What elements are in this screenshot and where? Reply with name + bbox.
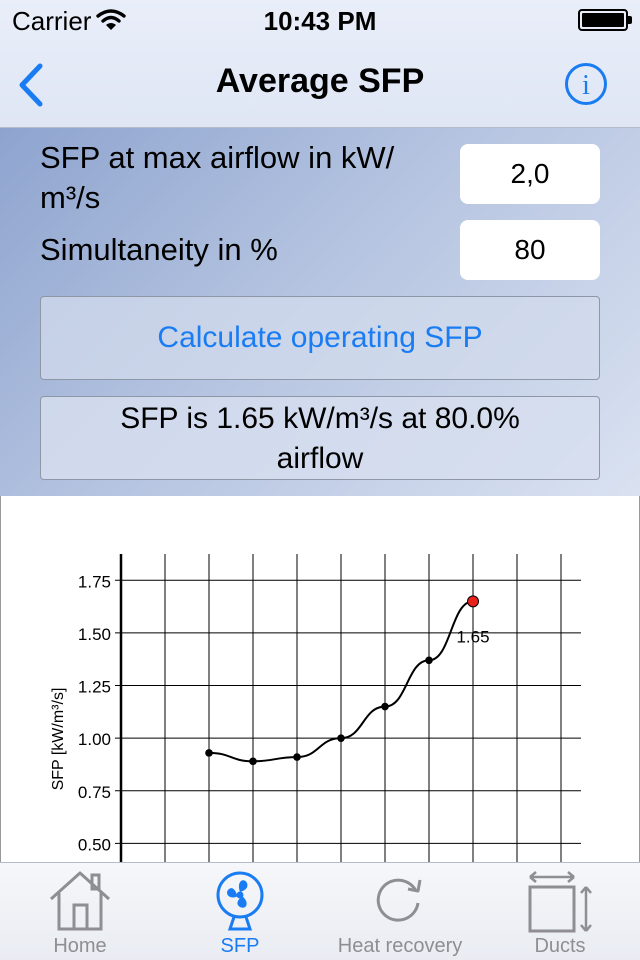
info-circle-icon: i [565,63,607,105]
result-line-2: airflow [276,442,364,475]
tab-home-label: Home [53,935,107,957]
tab-ducts[interactable]: Ducts [480,863,640,960]
chevron-left-icon [19,63,43,107]
result-line-1: SFP is 1.65 kW/m³/s at 80.0% [120,402,520,435]
fan-icon [216,871,264,931]
tab-ducts-label: Ducts [534,935,586,957]
tab-heat-recovery-label: Heat recovery [337,935,463,957]
sfp-label: SFP at max airflow in kW/ m³/s [40,140,395,215]
y-tick-label: 0.75 [78,783,111,802]
calculate-button[interactable]: Calculate operating SFP [40,296,600,380]
top-bar: Carrier 10:43 PM Average SFP i [0,0,640,128]
y-tick-label: 0.50 [78,835,111,854]
simultaneity-input[interactable]: 80 [460,220,600,280]
wifi-icon [96,8,126,39]
tab-sfp[interactable]: SFP [160,863,320,960]
sfp-input[interactable]: 2,0 [460,144,600,204]
data-point [425,656,433,665]
highlight-point [467,595,479,608]
tab-bar: Home SFP Heat recovery Ducts [0,862,640,960]
status-time: 10:43 PM [263,6,377,36]
info-button[interactable]: i [564,62,608,106]
y-tick-label: 1.25 [78,678,111,697]
result-box: SFP is 1.65 kW/m³/s at 80.0% airflow [40,396,600,480]
data-point [293,753,301,761]
y-tick-label: 1.00 [78,730,111,749]
data-label: 1.65 [456,627,489,646]
data-point [205,749,213,757]
y-tick-label: 1.75 [78,572,111,591]
sfp-chart: 1.75 1.50 1.25 1.00 0.75 0.50 SFP [kW/m³/s] 1.6… [0,496,640,864]
back-button[interactable] [12,60,52,110]
house-icon [49,871,111,931]
tab-heat-recovery[interactable]: Heat recovery [320,863,480,960]
sfp-form: SFP at max airflow in kW/ m³/s 2,0 Simul… [0,128,640,496]
data-point [337,734,345,742]
duct-dimensions-icon [528,871,592,933]
data-point [381,702,389,711]
status-bar: Carrier 10:43 PM [0,0,640,40]
carrier-name: Carrier [12,6,92,36]
y-axis-label: SFP [kW/m³/s] [50,688,67,791]
tab-sfp-label: SFP [220,935,260,957]
refresh-icon [376,878,422,922]
data-point [249,757,257,766]
page-title: Average SFP [215,62,425,100]
battery-icon [578,9,632,31]
simultaneity-label: Simultaneity in % [40,232,278,267]
svg-text:i: i [582,70,590,101]
chart-svg: 1.75 1.50 1.25 1.00 0.75 0.50 SFP [kW/m³/s] 1.6… [50,554,581,864]
y-tick-label: 1.50 [78,625,111,644]
tab-home[interactable]: Home [0,863,160,960]
